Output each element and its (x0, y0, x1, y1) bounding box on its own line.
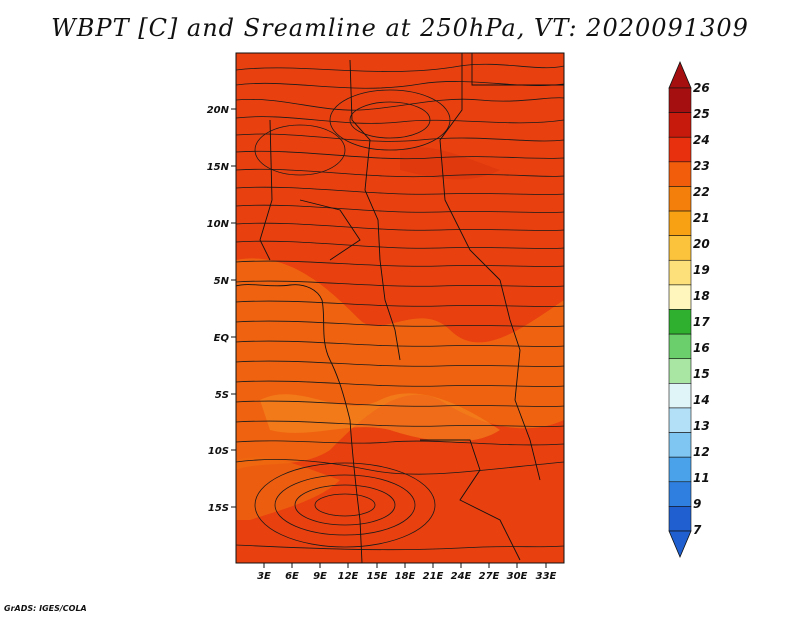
colorbar-label: 26 (693, 81, 710, 95)
colorbar-cell (668, 259, 692, 286)
colorbar-cell (668, 284, 692, 310)
colorbar-cell (668, 87, 692, 113)
lon-label: 18E (395, 571, 416, 582)
colorbar-label: 15 (693, 367, 710, 381)
colorbar-cell (668, 309, 692, 335)
colorbar-label: 20 (693, 237, 710, 251)
credit-text: GrADS: IGES/COLA (4, 604, 87, 613)
country-borders (236, 53, 564, 563)
colorbar-label: 7 (693, 523, 702, 537)
lon-label: 3E (257, 571, 271, 582)
colorbar (668, 60, 692, 559)
lon-label: 24E (451, 571, 472, 582)
colorbar-label: 18 (693, 289, 710, 303)
lat-label: 10S (208, 446, 229, 457)
colorbar-cell (668, 112, 692, 138)
colorbar-cell (668, 407, 692, 433)
lon-label: 27E (479, 571, 500, 582)
lat-label: 10N (207, 219, 230, 230)
colorbar-cell (668, 136, 692, 163)
colorbar-cell (668, 333, 692, 360)
colorbar-label: 23 (693, 159, 710, 173)
wbpt-field (236, 53, 564, 563)
lat-label: 15N (207, 162, 230, 173)
colorbar-label: 13 (693, 419, 710, 433)
colorbar-cell (668, 481, 692, 507)
map-title: WBPT [C] and Sreamline at 250hPa, VT: 20… (51, 14, 749, 42)
lon-label: 9E (313, 571, 327, 582)
colorbar-label: 24 (693, 133, 710, 147)
colorbar-cell (668, 235, 692, 261)
colorbar-label: 9 (693, 497, 701, 511)
colorbar-label: 12 (693, 445, 710, 459)
lat-label: 20N (207, 105, 230, 116)
colorbar-cell (668, 506, 692, 532)
colorbar-bottom-arrow (668, 530, 692, 559)
lat-label: 5N (214, 276, 230, 287)
lon-label: 6E (285, 571, 299, 582)
lat-label: EQ (214, 333, 230, 344)
colorbar-label: 17 (693, 315, 710, 329)
colorbar-cell (668, 432, 692, 458)
colorbar-cell (668, 383, 692, 409)
colorbar-cell (668, 161, 692, 187)
colorbar-cell (668, 186, 692, 212)
lon-label: 30E (507, 571, 528, 582)
colorbar-label: 19 (693, 263, 710, 277)
lon-label: 12E (338, 571, 359, 582)
map-frame (235, 52, 565, 564)
colorbar-label: 11 (693, 471, 710, 485)
colorbar-label: 16 (693, 341, 710, 355)
lon-label: 21E (423, 571, 444, 582)
colorbar-label: 14 (693, 393, 710, 407)
colorbar-cell (668, 210, 692, 236)
colorbar-label: 25 (693, 107, 710, 121)
colorbar-cell (668, 358, 692, 384)
colorbar-label: 22 (693, 185, 710, 199)
colorbar-label: 21 (693, 211, 710, 225)
colorbar-cell (668, 456, 692, 483)
lon-label: 15E (367, 571, 388, 582)
lon-label: 33E (536, 571, 557, 582)
lat-label: 5S (215, 390, 229, 401)
lat-label: 15S (208, 503, 229, 514)
colorbar-top-arrow (668, 60, 692, 89)
